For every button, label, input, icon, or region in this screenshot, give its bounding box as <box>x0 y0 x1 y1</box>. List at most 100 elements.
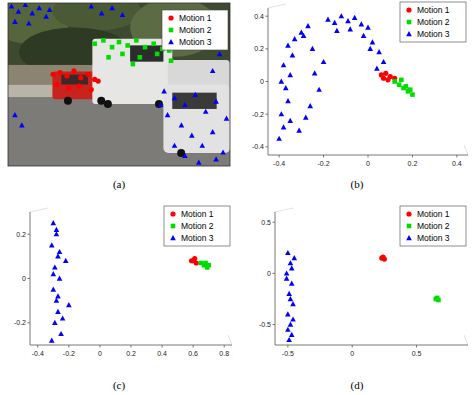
point <box>63 258 69 263</box>
y-tick-label: -0.2 <box>14 319 26 326</box>
point <box>182 102 188 107</box>
point <box>385 77 390 82</box>
point <box>276 136 282 141</box>
point <box>151 41 156 46</box>
x-tick <box>68 345 69 348</box>
point <box>12 19 18 24</box>
point <box>370 39 376 44</box>
point <box>279 79 285 84</box>
point <box>220 149 226 154</box>
x-tick-label: 0.8 <box>219 350 229 357</box>
point <box>52 264 58 269</box>
figure: Motion 1Motion 2Motion 3(a)-0.4-0.200.20… <box>0 0 474 395</box>
point <box>106 55 111 60</box>
point <box>96 79 101 84</box>
legend-marker <box>168 39 174 44</box>
point <box>71 68 76 73</box>
point <box>279 111 285 116</box>
legend-box <box>164 206 230 246</box>
point <box>196 160 202 165</box>
point <box>57 70 62 75</box>
point <box>120 52 125 57</box>
point <box>50 72 55 77</box>
data-points <box>284 250 441 342</box>
point <box>54 298 60 303</box>
point <box>352 15 358 20</box>
x-tick <box>99 345 100 348</box>
photo-foliage <box>52 3 141 31</box>
point <box>182 153 188 158</box>
x-tick-label: 0.4 <box>157 350 167 357</box>
x-tick-label: 0.4 <box>452 160 462 167</box>
point <box>23 3 29 7</box>
photo-wheel <box>104 100 112 108</box>
legend-label: Motion 3 <box>417 29 450 39</box>
point <box>339 13 345 18</box>
legend-box <box>400 206 466 246</box>
legend: Motion 1Motion 2Motion 3 <box>400 2 466 42</box>
point <box>289 332 295 337</box>
point <box>285 327 291 332</box>
point <box>292 255 298 260</box>
image-border <box>8 3 230 166</box>
point <box>64 73 69 78</box>
y-tick-label: 0.5 <box>261 219 271 226</box>
point <box>66 85 71 90</box>
point <box>60 315 66 320</box>
point <box>285 250 291 255</box>
photo <box>8 3 230 166</box>
point <box>134 38 139 43</box>
point <box>321 59 327 64</box>
point <box>312 70 318 75</box>
point <box>310 46 316 51</box>
point <box>117 40 122 45</box>
point <box>143 45 148 50</box>
point <box>172 143 178 148</box>
x-tick-label: -0.2 <box>63 350 75 357</box>
point <box>382 256 387 261</box>
point <box>165 112 171 117</box>
point <box>283 85 289 90</box>
point <box>110 45 115 50</box>
legend-marker <box>168 15 173 20</box>
legend-label: Motion 1 <box>417 209 450 219</box>
point <box>303 114 309 119</box>
panel: -0.4-0.200.20.40.60.8-0.200.2Motion 1Mot… <box>14 206 232 392</box>
x-tick <box>162 345 163 348</box>
x-tick <box>193 345 194 348</box>
point <box>284 270 290 275</box>
point <box>54 227 60 232</box>
y-tick <box>273 324 276 325</box>
y-tick-label: 0.4 <box>254 13 264 20</box>
point <box>120 12 126 17</box>
point <box>12 112 18 117</box>
point <box>292 36 298 41</box>
point <box>49 338 55 343</box>
x-tick <box>416 345 417 348</box>
frame-decoration <box>275 208 468 345</box>
point <box>131 62 136 67</box>
point <box>383 71 388 76</box>
point <box>78 75 83 80</box>
photo-window <box>130 45 163 61</box>
photo-van <box>92 39 172 104</box>
y-tick <box>266 48 269 49</box>
x-axis <box>275 345 468 346</box>
point <box>51 271 57 276</box>
x-tick-label: 0.6 <box>188 350 198 357</box>
panel: Motion 1Motion 2Motion 3(a) <box>0 0 230 191</box>
point <box>325 16 331 21</box>
legend-marker <box>171 224 176 229</box>
point <box>290 316 296 321</box>
panel-caption: (d) <box>351 379 364 392</box>
x-tick-label: 0 <box>98 350 102 357</box>
x-tick <box>287 345 288 348</box>
panel-caption: (a) <box>113 178 126 191</box>
point <box>286 337 292 342</box>
point <box>285 98 291 103</box>
point <box>92 41 97 46</box>
point <box>54 231 60 236</box>
point <box>47 7 53 12</box>
point <box>52 320 58 325</box>
point <box>203 109 209 114</box>
